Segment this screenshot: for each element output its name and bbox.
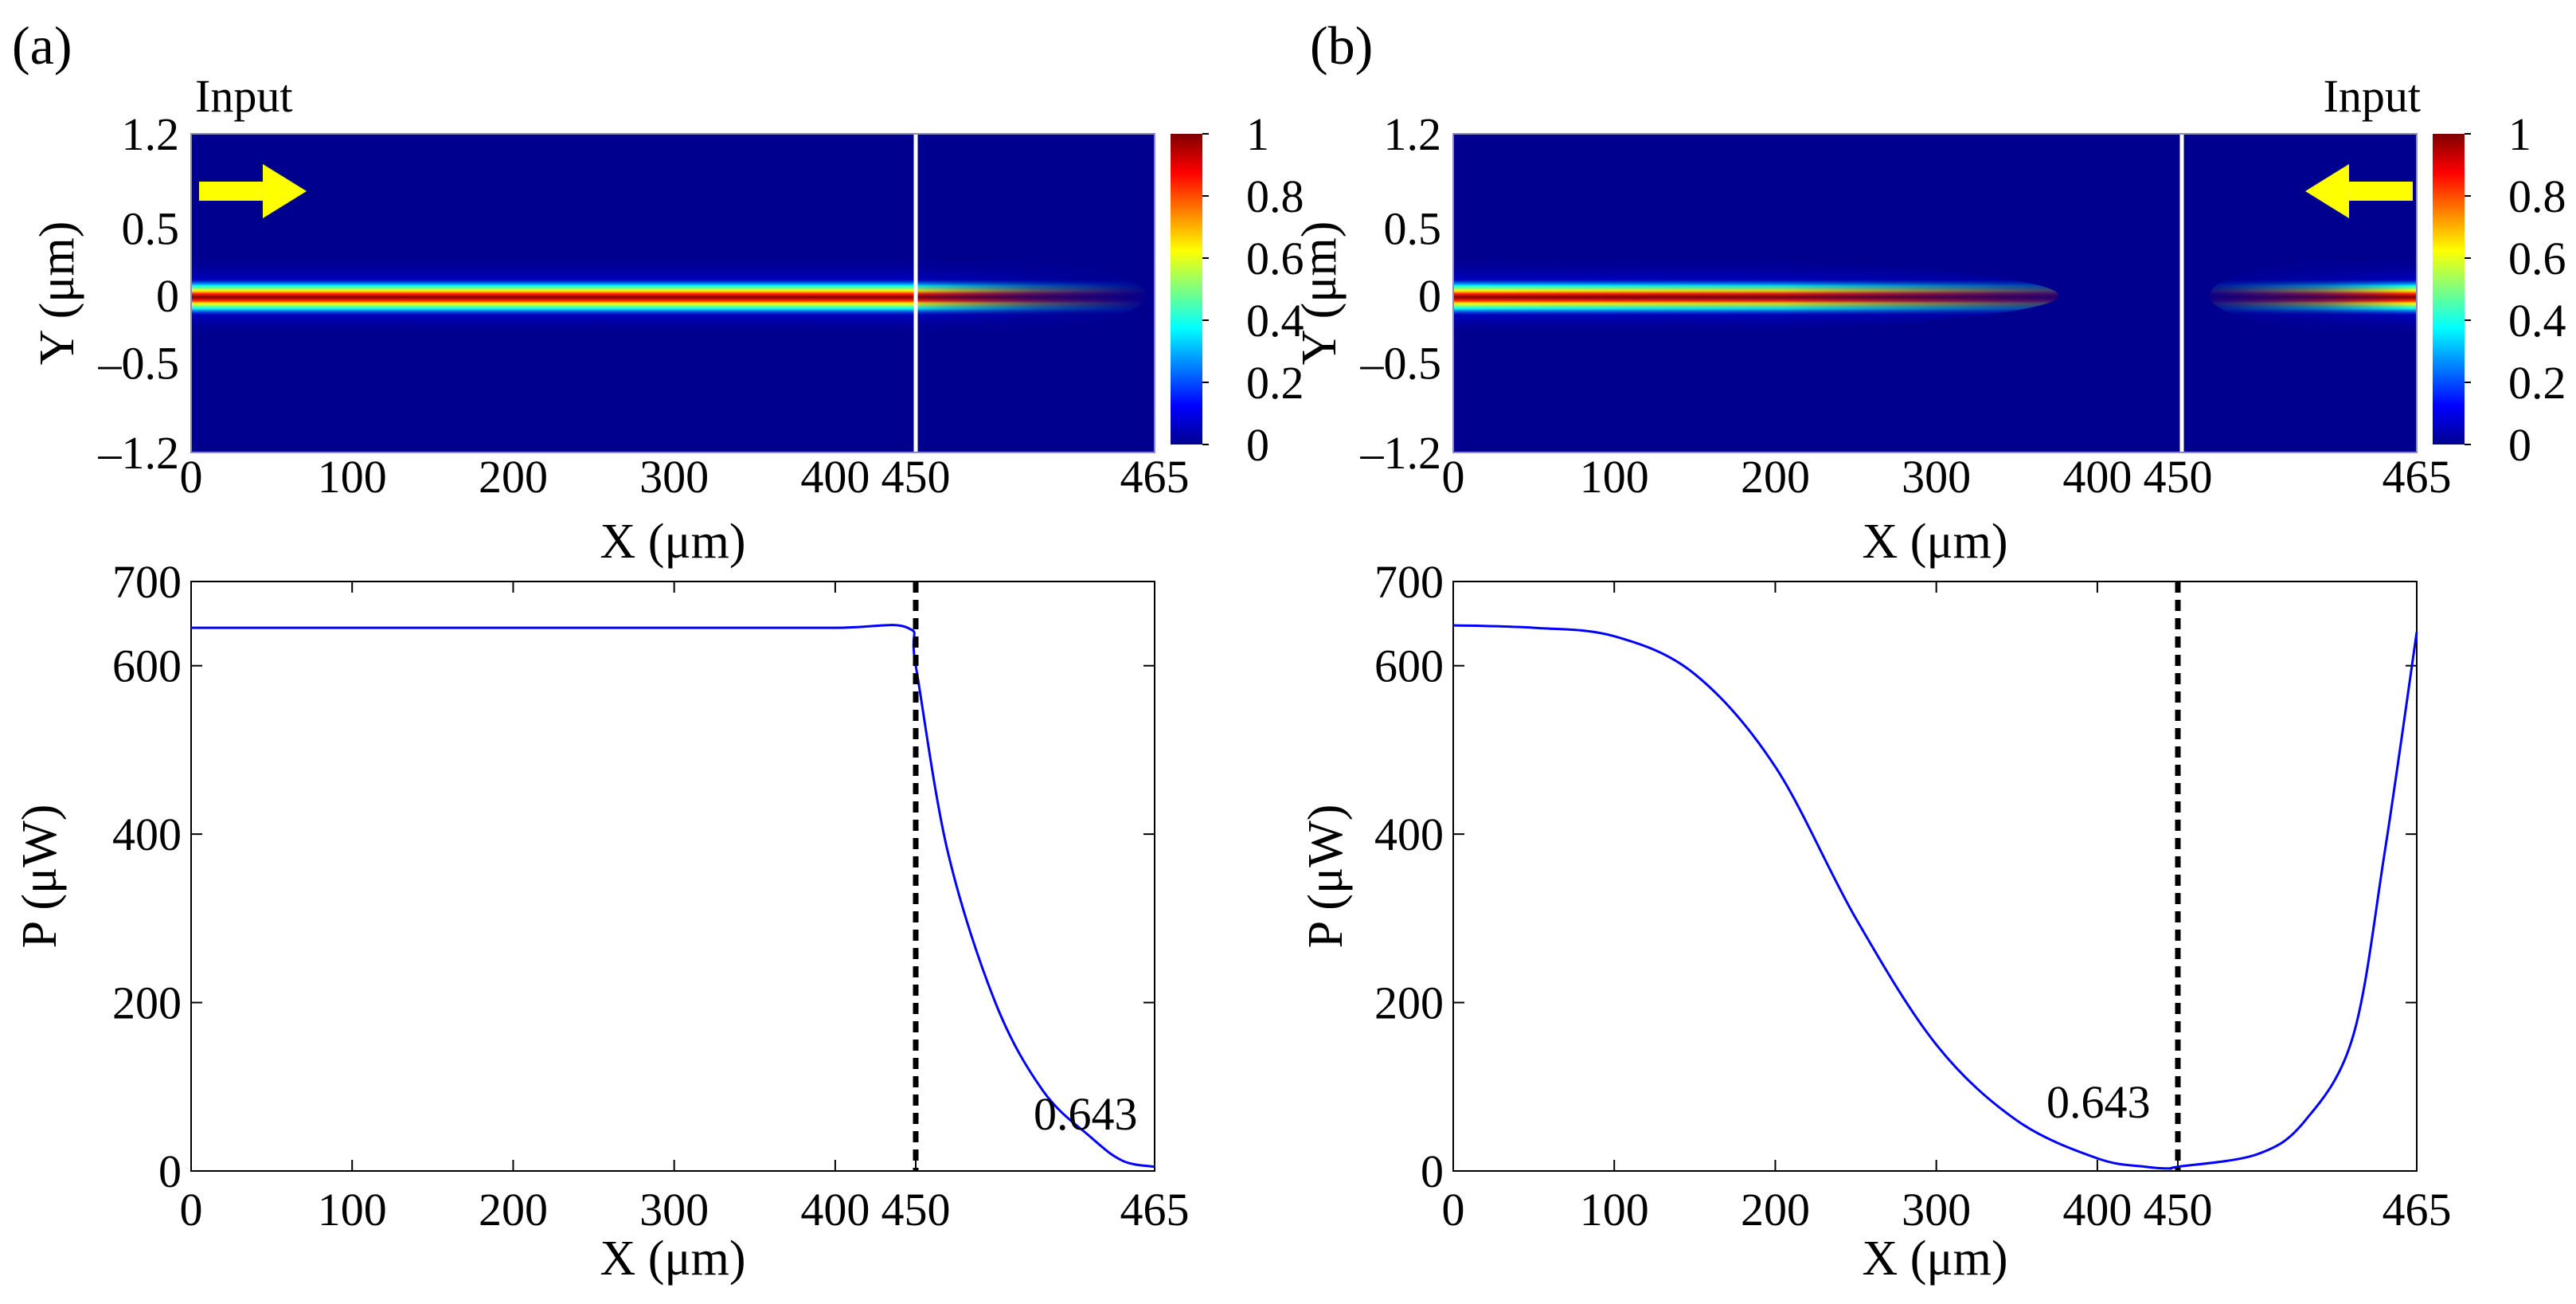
line-chart-b-xtick: 100 [1580,1184,1649,1235]
colorbar-b [2433,134,2465,444]
line-chart-a-xlabel: X (μm) [600,1232,745,1286]
line-chart-a-xtick: 450 [881,1184,951,1235]
line-chart-a-ytick: 200 [112,977,182,1029]
heatmap-a-xtick: 200 [479,451,548,503]
heatmap-a-xtick: 0 [180,451,203,503]
line-chart-a-xtick: 465 [1120,1184,1190,1235]
heatmap-b-xtick: 400 [2062,451,2132,503]
heatmap-a-xtick: 300 [639,451,709,503]
heatmap-a-xtick: 465 [1120,451,1190,503]
heatmap-b-input-label: Input [2324,70,2421,122]
heatmap-b-xtick: 300 [1902,451,1971,503]
line-chart-a-ytick: 700 [112,556,182,608]
heatmap-b-xtick: 450 [2144,451,2213,503]
heatmap-b-ytick: 0.5 [1384,202,1442,254]
colorbar-b-tick: 0.4 [2508,295,2566,347]
line-chart-b-xtick: 450 [2144,1184,2213,1235]
line-chart-b-ytick: 200 [1374,977,1444,1029]
line-chart-a-frame [190,581,1155,1172]
line-chart-a-xtick: 200 [479,1184,548,1235]
heatmap-b-ytick: –1.2 [1360,427,1442,479]
heatmap-b-ytick: –0.5 [1360,338,1442,390]
line-chart-b-xtick: 465 [2383,1184,2452,1235]
heatmap-a-input-label: Input [195,70,292,122]
heatmap-b-xtick: 0 [1442,451,1465,503]
colorbar-a-tick: 0 [1246,419,1269,471]
line-chart-b-xtick: 200 [1741,1184,1810,1235]
colorbar-b-tick: 0.2 [2508,357,2566,409]
line-chart-b-series-p [1452,624,2418,1170]
heatmap-b-xtick: 200 [1741,451,1810,503]
line-chart-b-xtick: 400 [2062,1184,2132,1235]
line-chart-b-ylabel: P (μW) [1299,805,1353,949]
colorbar-b-tick: 0.8 [2508,170,2566,222]
line-chart-a-annotation: 0.643 [1034,1088,1138,1140]
heatmap-b-beam-input [2210,255,2576,336]
line-chart-a-ytick: 400 [112,809,182,860]
line-chart-a-xtick: 100 [318,1184,387,1235]
line-chart-a-xtick: 300 [639,1184,709,1235]
heatmap-b-arrow-icon [2305,164,2413,218]
heatmap-b-ytick: 1.2 [1384,108,1442,160]
line-chart-a-ytick: 0 [158,1145,182,1197]
heatmap-a-ytick: 1.2 [122,108,180,160]
heatmap-a-xtick: 400 [800,451,870,503]
line-chart-b-ytick: 700 [1374,556,1444,608]
panel-b-label: (b) [1310,15,1373,76]
line-chart-b-xlabel: X (μm) [1862,1232,2007,1286]
heatmap-b-frame [1452,133,2418,453]
line-chart-b-ytick: 400 [1374,809,1444,860]
line-chart-b-xtick: 0 [1442,1184,1465,1235]
heatmap-a-xlabel: X (μm) [600,515,745,569]
heatmap-a-arrow-icon [199,164,307,218]
colorbar-b-tick: 0 [2508,419,2531,471]
line-chart-a-series-p [191,624,1155,1169]
panel-a-label: (a) [12,15,72,76]
heatmap-a-ylabel: Y (μm) [30,221,84,366]
heatmap-a-ytick: 0.5 [122,202,180,254]
colorbar-a-tick: 0.2 [1246,357,1304,409]
heatmap-a-xtick: 450 [881,451,951,503]
colorbar-b-tick: 0.6 [2508,233,2566,284]
heatmap-b-ytick: 0 [1418,270,1441,322]
heatmap-b-xlabel: X (μm) [1862,515,2007,569]
line-chart-b-frame [1452,581,2418,1172]
line-chart-a-ytick: 600 [112,640,182,692]
heatmap-a-ytick: –0.5 [98,338,180,390]
line-chart-a-ylabel: P (μW) [13,805,67,949]
line-chart-b-ytick: 0 [1421,1145,1444,1197]
heatmap-b-ylabel: Y (μm) [1292,221,1347,366]
heatmap-a-xtick: 100 [318,451,387,503]
line-chart-a-xtick: 400 [800,1184,870,1235]
heatmap-b-xtick: 465 [2383,451,2452,503]
colorbar-a-tick: 1 [1246,108,1269,160]
colorbar-b-tick: 1 [2508,108,2531,160]
colorbar-a-tick: 0.8 [1246,170,1304,222]
heatmap-a-ytick: 0 [156,270,179,322]
line-chart-b-ytick: 600 [1374,640,1444,692]
heatmap-b-xtick: 100 [1580,451,1649,503]
heatmap-a-ytick: –1.2 [98,427,180,479]
line-chart-a-xtick: 0 [180,1184,203,1235]
line-chart-b-annotation: 0.643 [2046,1076,2151,1128]
heatmap-b: Input 1.20.50–0.5–1.2 0 100 200 300 400 450 46… [848,70,2576,569]
line-chart-b-xtick: 300 [1902,1184,1971,1235]
